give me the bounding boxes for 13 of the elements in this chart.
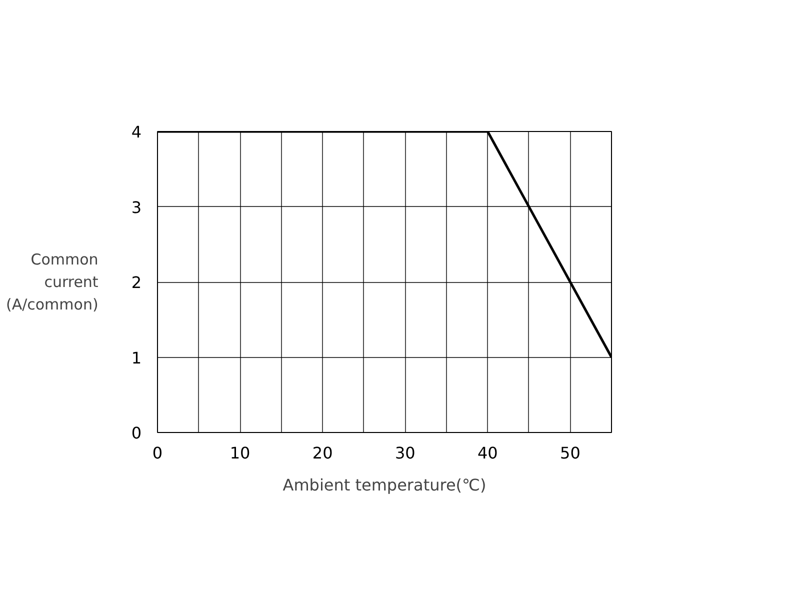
y-tick-label: 4: [131, 122, 142, 142]
x-tick-label: 30: [394, 444, 416, 462]
x-tick-label: 10: [230, 444, 250, 462]
x-tick-label: 20: [312, 444, 333, 462]
x-tick-label: 0: [152, 444, 163, 462]
x-tick-label: 50: [560, 444, 580, 462]
y-tick-label: 3: [131, 198, 142, 217]
y-tick-label: 1: [131, 348, 142, 368]
y-tick-label: 2: [131, 273, 142, 292]
x-tick-label: 40: [478, 444, 498, 462]
y-tick-label: 0: [131, 424, 142, 442]
y-axis-title: Common current (A/common): [6, 250, 98, 314]
x-axis-title: Ambient temperature(℃): [282, 476, 486, 494]
